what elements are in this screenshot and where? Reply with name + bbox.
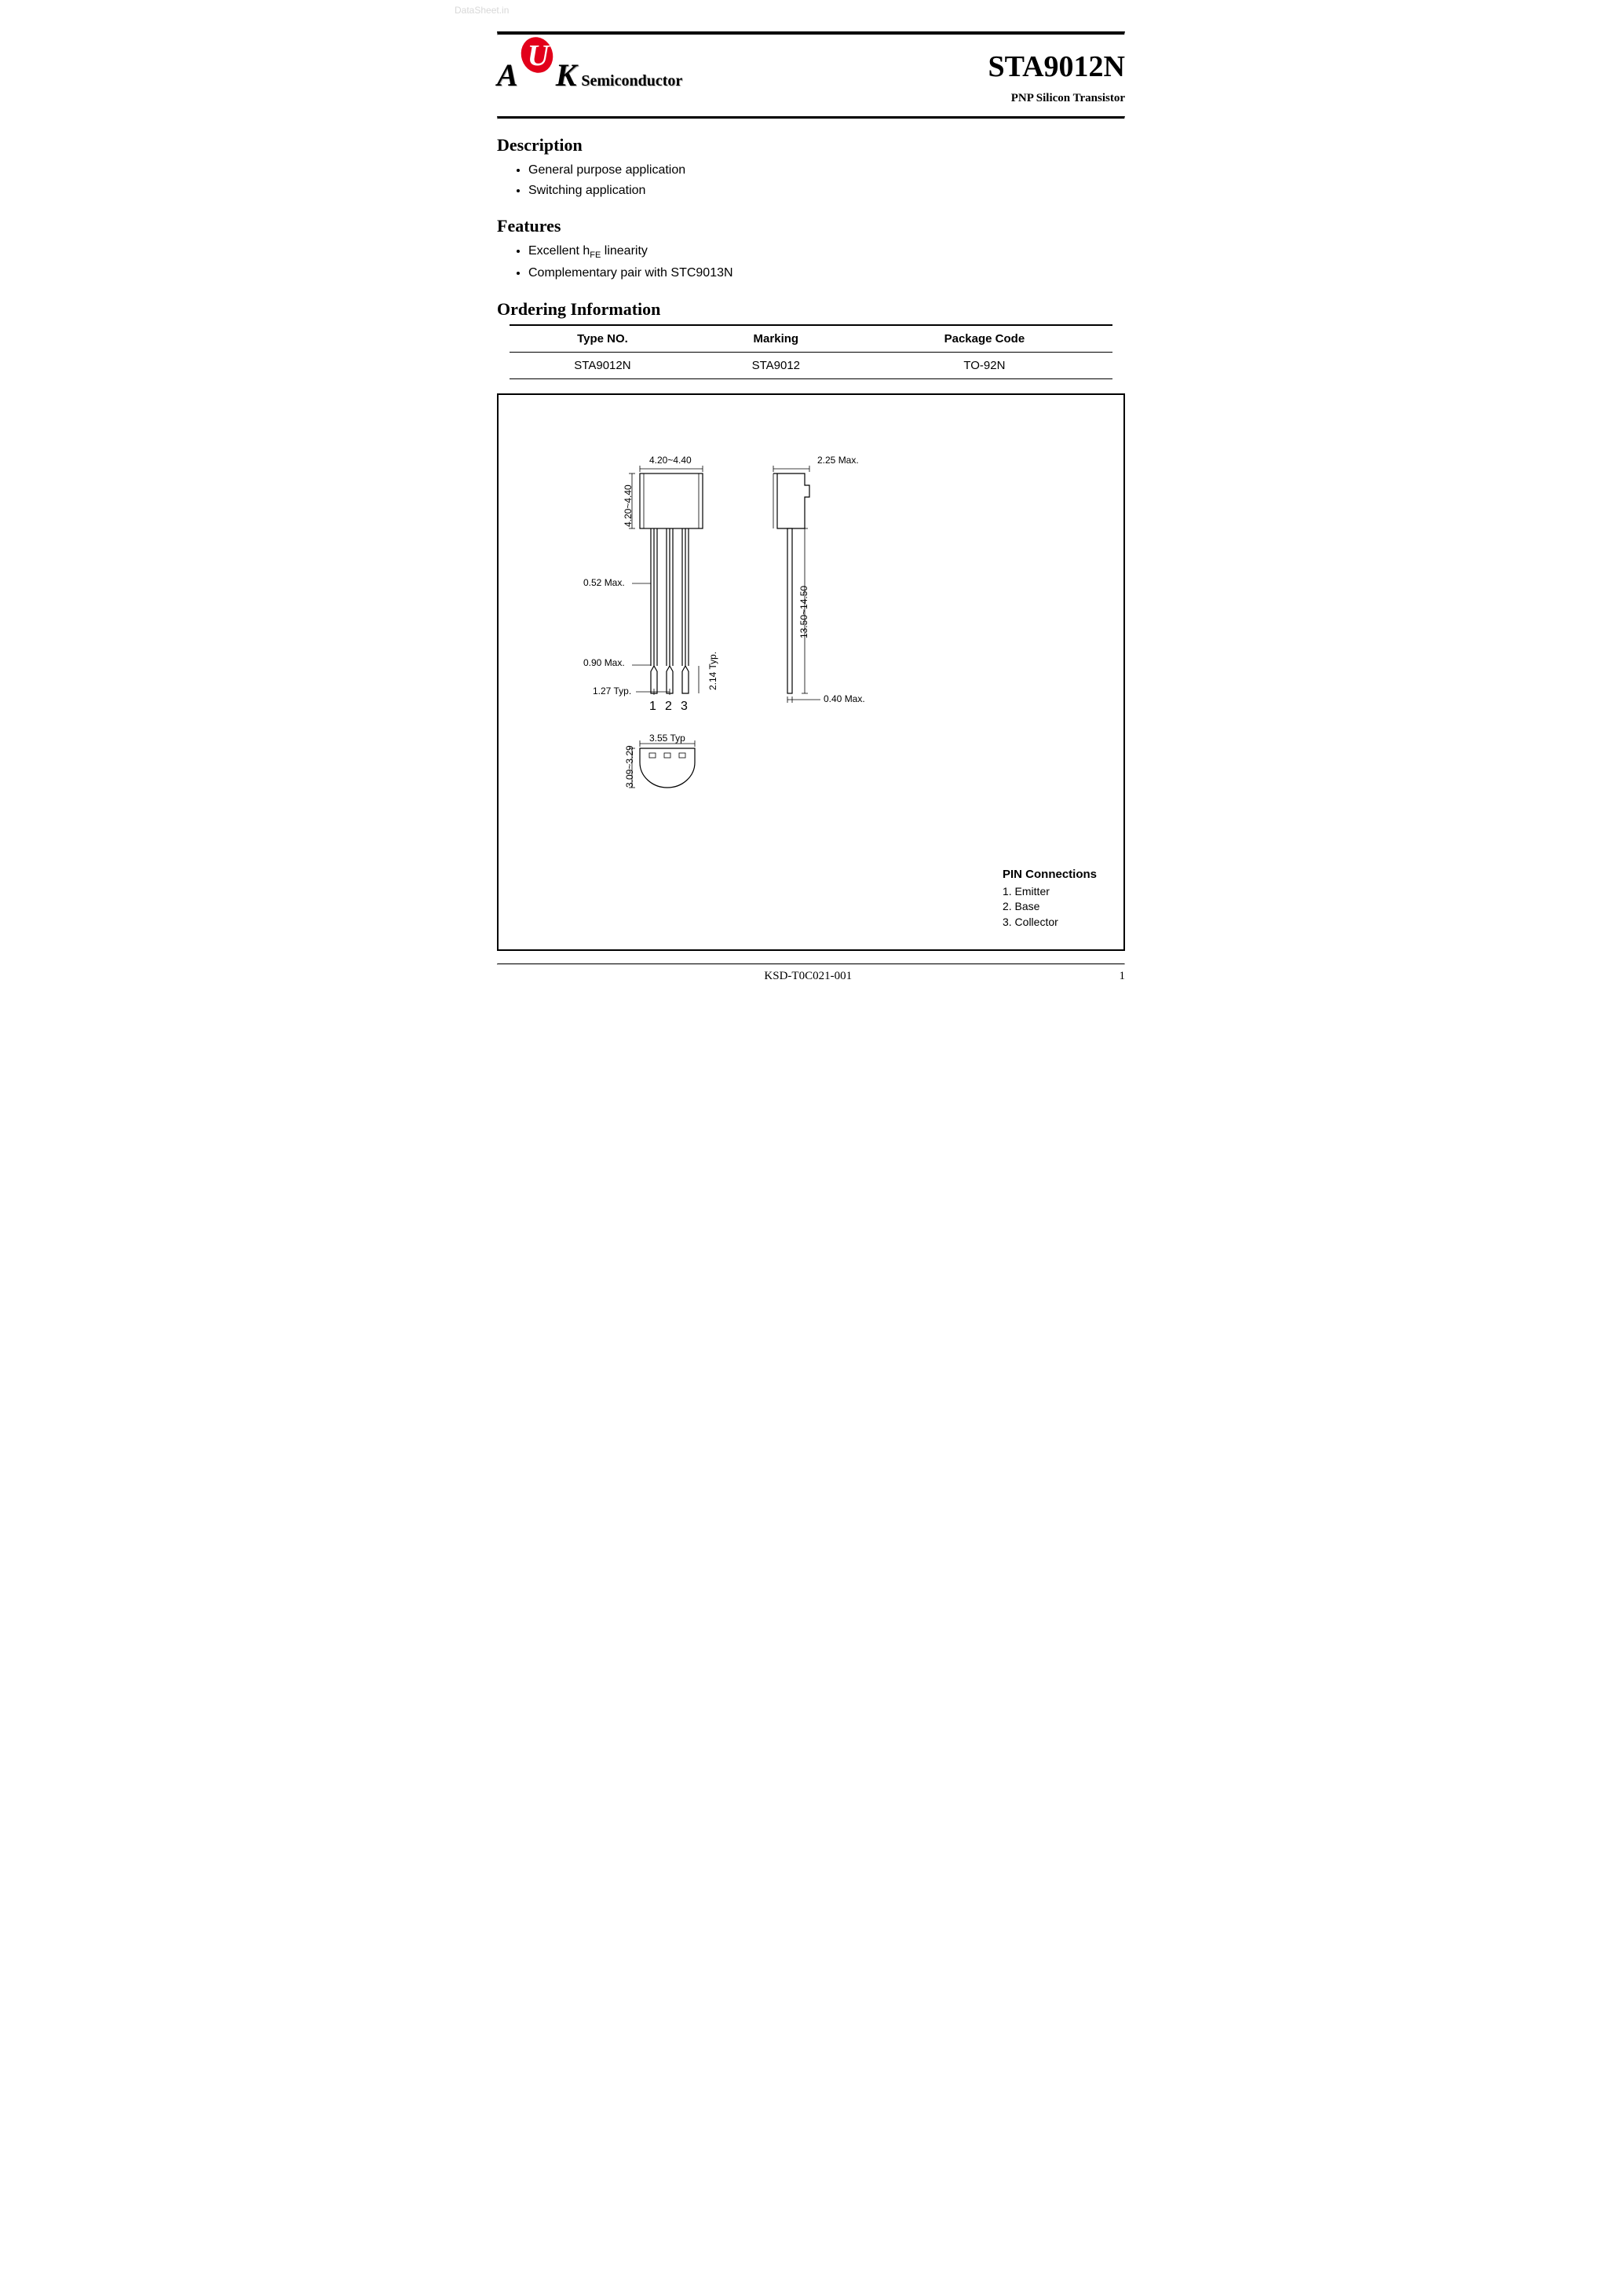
description-heading: Description — [497, 135, 1125, 155]
dim-bottom-h: 3.09~3.29 — [624, 745, 635, 788]
package-drawing: 4.20~4.40 4.20~4.40 0.52 Max. 0.90 Max. … — [497, 393, 1125, 951]
features-item: Excellent hFE linearity — [528, 241, 1125, 263]
logo-letter-k: K — [556, 57, 577, 93]
doc-number: KSD-T0C021-001 — [497, 970, 1120, 983]
part-subtitle: PNP Silicon Transistor — [988, 92, 1125, 105]
dim-lead-tip: 2.14 Typ. — [707, 651, 718, 689]
description-item: General purpose application — [528, 160, 1125, 181]
footer: KSD-T0C021-001 1 — [497, 965, 1125, 983]
table-header-row: Type NO. Marking Package Code — [510, 325, 1112, 353]
features-heading: Features — [497, 216, 1125, 236]
pin-connections: PIN Connections 1. Emitter 2. Base 3. Co… — [1003, 868, 1097, 930]
logo-oval-icon: U — [521, 49, 553, 86]
pin-connections-heading: PIN Connections — [1003, 868, 1097, 881]
pin-row: 2. Base — [1003, 899, 1097, 915]
pin-number: 1 — [649, 700, 656, 714]
header: A U K Semiconductor STA9012N PNP Silicon… — [497, 35, 1125, 116]
cell-package: TO-92N — [857, 352, 1112, 378]
dim-bottom-w: 3.55 Typ — [649, 733, 685, 744]
col-type: Type NO. — [510, 325, 696, 353]
watermark: DataSheet.in — [455, 5, 509, 16]
drawing-svg-wrap: 4.20~4.40 4.20~4.40 0.52 Max. 0.90 Max. … — [593, 466, 930, 843]
package-outline-icon — [593, 466, 930, 843]
pin-row: 3. Collector — [1003, 915, 1097, 930]
page-number: 1 — [1120, 970, 1126, 983]
ordering-table: Type NO. Marking Package Code STA9012N S… — [510, 324, 1112, 379]
logo-text: Semiconductor — [581, 72, 682, 90]
features-list: Excellent hFE linearity Complementary pa… — [497, 241, 1125, 283]
part-number: STA9012N — [988, 49, 1125, 84]
dim-shoulder: 0.90 Max. — [583, 657, 625, 668]
dim-body-w: 4.20~4.40 — [649, 455, 692, 466]
features-item: Complementary pair with STC9013N — [528, 263, 1125, 283]
datasheet-page: DataSheet.in A U K Semiconductor STA9012… — [450, 0, 1172, 1007]
cell-marking: STA9012 — [696, 352, 857, 378]
ordering-heading: Ordering Information — [497, 299, 1125, 320]
pin-row: 1. Emitter — [1003, 884, 1097, 900]
dim-lead-len: 13.50~14.50 — [798, 585, 809, 638]
logo: A U K Semiconductor — [497, 49, 682, 93]
dim-side-w: 2.25 Max. — [817, 455, 859, 466]
description-list: General purpose application Switching ap… — [497, 160, 1125, 200]
col-package: Package Code — [857, 325, 1112, 353]
pin-number: 2 — [665, 700, 672, 714]
col-marking: Marking — [696, 325, 857, 353]
part-block: STA9012N PNP Silicon Transistor — [988, 49, 1125, 105]
logo-letter-a: A — [497, 57, 518, 93]
dim-pitch: 1.27 Typ. — [593, 686, 631, 696]
rule-header-bottom — [497, 116, 1125, 119]
pin-number: 3 — [681, 700, 688, 714]
dim-lead-t: 0.40 Max. — [824, 693, 865, 704]
description-item: Switching application — [528, 181, 1125, 201]
dim-lead-w: 0.52 Max. — [583, 577, 625, 588]
cell-type: STA9012N — [510, 352, 696, 378]
table-row: STA9012N STA9012 TO-92N — [510, 352, 1112, 378]
dim-body-h: 4.20~4.40 — [623, 484, 634, 527]
